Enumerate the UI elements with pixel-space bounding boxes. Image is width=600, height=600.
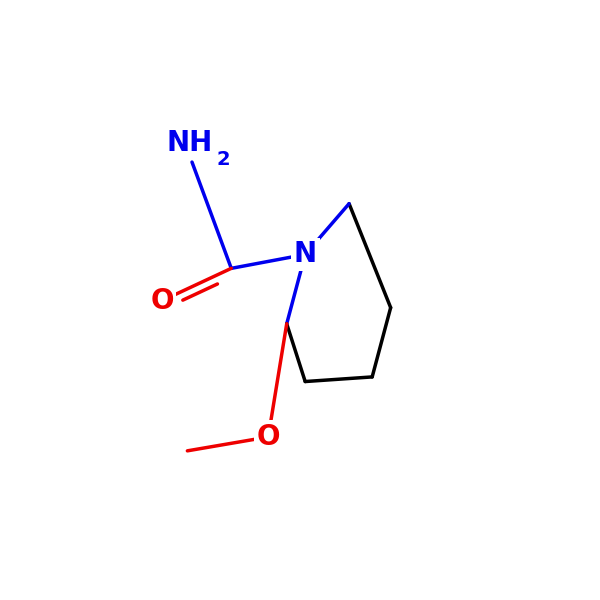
Text: 2: 2 — [216, 150, 230, 169]
Text: NH: NH — [167, 130, 213, 157]
Text: O: O — [256, 423, 280, 451]
Text: N: N — [293, 241, 317, 268]
Text: O: O — [150, 287, 174, 314]
